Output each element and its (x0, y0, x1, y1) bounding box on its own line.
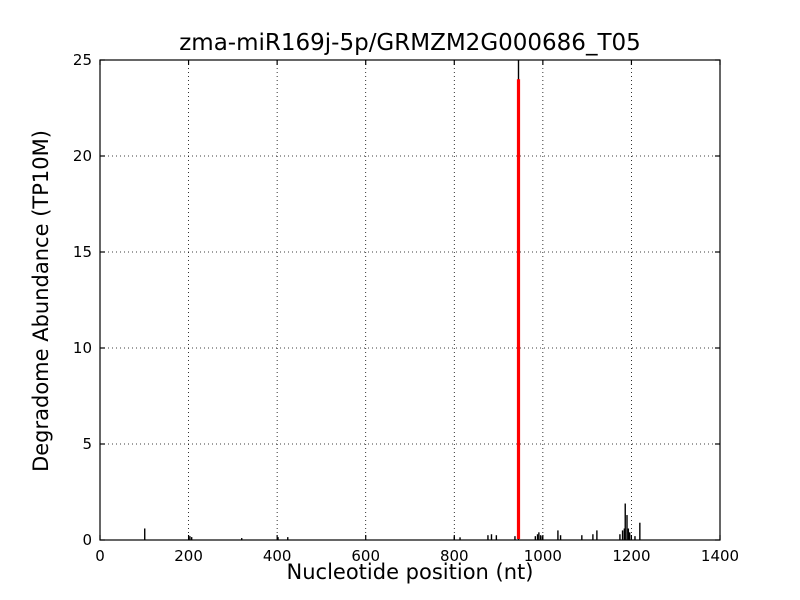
x-tick-label-1400: 1400 (701, 547, 739, 565)
axis-ticks (99, 59, 721, 541)
y-tick-label-10: 10 (73, 339, 92, 357)
x-axis-label: Nucleotide position (nt) (286, 560, 534, 584)
x-tick-label-0: 0 (95, 547, 105, 565)
y-axis-label: Degradome Abundance (TP10M) (29, 130, 53, 472)
axes-spines (99, 59, 721, 541)
x-tick-label-400: 400 (263, 547, 292, 565)
y-tick-labels: 0 5 10 15 20 25 (73, 51, 92, 549)
x-tick-labels: 0 200 400 600 800 1000 1200 1400 (95, 547, 739, 565)
x-tick-label-1000: 1000 (524, 547, 562, 565)
x-tick-label-600: 600 (351, 547, 380, 565)
grid (100, 60, 720, 540)
y-tick-label-5: 5 (82, 435, 92, 453)
y-tick-label-0: 0 (82, 531, 92, 549)
bars (144, 60, 641, 540)
chart-title: zma-miR169j-5p/GRMZM2G000686_T05 (179, 30, 641, 56)
x-tick-label-1200: 1200 (612, 547, 650, 565)
x-tick-label-800: 800 (440, 547, 469, 565)
y-tick-label-15: 15 (73, 243, 92, 261)
axes-frame (99, 59, 721, 541)
y-tick-label-25: 25 (73, 51, 92, 69)
y-tick-label-20: 20 (73, 147, 92, 165)
x-tick-label-200: 200 (174, 547, 203, 565)
